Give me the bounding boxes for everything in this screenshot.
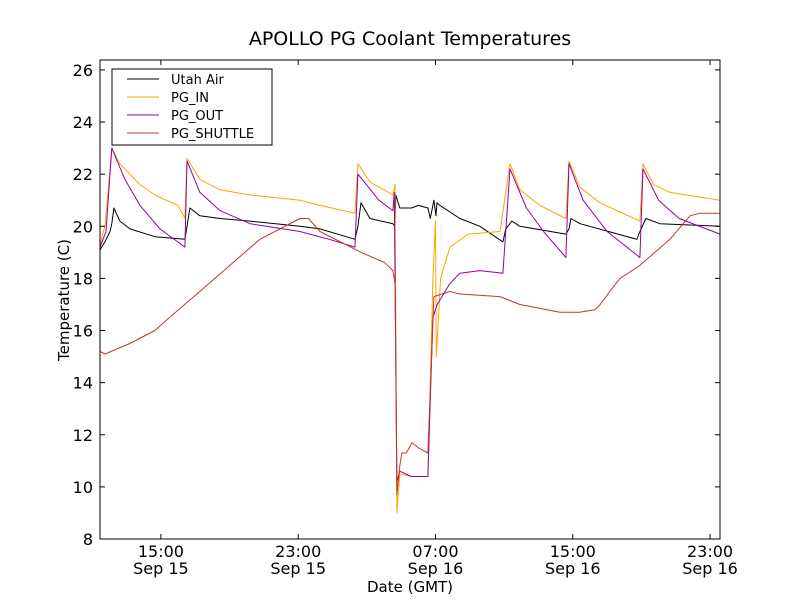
axes-frame [99,59,721,540]
x-tick-label-time: 23:00 [687,542,733,561]
chart-title: APOLLO PG Coolant Temperatures [249,28,571,50]
x-tick-label-date: Sep 15 [270,559,326,578]
y-tick-label: 12 [73,426,93,445]
y-tick-label: 14 [73,374,93,393]
y-tick-label: 8 [83,530,93,549]
y-tick-label: 20 [73,217,93,236]
x-tick-label-time: 07:00 [412,542,458,561]
legend-label: PG_IN [171,91,209,106]
legend-label: Utah Air [171,73,224,88]
y-tick-label: 10 [73,478,93,497]
x-tick-label-time: 15:00 [138,542,184,561]
x-tick-label-date: Sep 15 [133,559,189,578]
x-axis-label: Date (GMT) [367,578,453,596]
x-tick-label-time: 15:00 [550,542,596,561]
y-tick-label: 16 [73,322,93,341]
x-tick-label-date: Sep 16 [682,559,738,578]
y-tick-label: 22 [73,165,93,184]
y-axis: 8 10 12 14 16 18 20 22 24 26 [73,61,720,549]
y-tick-label: 26 [73,61,93,80]
y-axis-label: Temperature (C) [55,239,73,362]
y-tick-label: 18 [73,269,93,288]
plot-lines [99,147,721,514]
legend: Utah Air PG_IN PG_OUT PG_SHUTTLE [111,68,273,146]
legend-label: PG_SHUTTLE [171,127,254,142]
x-tick-label-date: Sep 16 [545,559,601,578]
x-tick-label-date: Sep 16 [408,559,464,578]
y-tick-label: 24 [73,113,93,132]
series-line-pg-shuttle [99,212,720,496]
series-line-pg-out [99,147,721,483]
legend-box [111,68,273,146]
series-line-pg-in [99,147,721,514]
legend-label: PG_OUT [171,109,223,124]
x-tick-label-time: 23:00 [275,542,321,561]
